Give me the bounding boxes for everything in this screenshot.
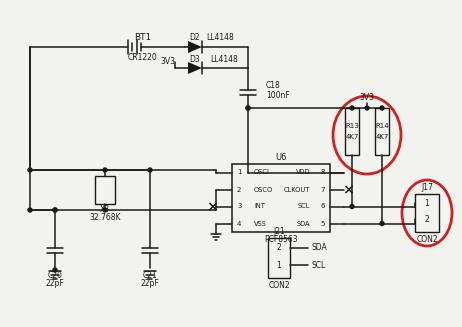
Text: 22pF: 22pF — [46, 280, 64, 288]
Text: CON2: CON2 — [416, 234, 438, 244]
Text: J21: J21 — [273, 227, 285, 235]
Text: 8: 8 — [321, 169, 325, 176]
Text: 4K7: 4K7 — [375, 134, 389, 140]
Text: R14: R14 — [375, 123, 389, 129]
Text: 4K7: 4K7 — [345, 134, 359, 140]
Text: C20: C20 — [48, 271, 62, 281]
Circle shape — [148, 168, 152, 172]
Text: 100nF: 100nF — [266, 91, 290, 99]
Circle shape — [350, 106, 354, 110]
Polygon shape — [188, 62, 202, 74]
Text: 1: 1 — [277, 261, 281, 269]
Text: U6: U6 — [275, 152, 287, 162]
Text: BT1: BT1 — [134, 33, 152, 43]
Polygon shape — [188, 41, 202, 53]
Circle shape — [380, 221, 384, 226]
Text: SDA: SDA — [312, 244, 328, 252]
Text: 3: 3 — [237, 203, 242, 210]
Text: SCL: SCL — [312, 261, 326, 269]
Bar — [268, 238, 290, 278]
Circle shape — [53, 208, 57, 212]
Circle shape — [365, 106, 369, 110]
Circle shape — [53, 268, 57, 272]
Text: X3: X3 — [100, 205, 110, 215]
Text: SDA: SDA — [297, 220, 310, 227]
Circle shape — [103, 208, 107, 212]
Text: 1: 1 — [425, 198, 429, 208]
Text: 3V3: 3V3 — [359, 94, 375, 102]
Text: LL4148: LL4148 — [210, 56, 238, 64]
Text: 2: 2 — [425, 215, 429, 223]
Circle shape — [28, 168, 32, 172]
Text: CLKOUT: CLKOUT — [284, 186, 310, 193]
Text: VSS: VSS — [254, 220, 267, 227]
Text: OSCO: OSCO — [254, 186, 273, 193]
Text: C21: C21 — [143, 271, 158, 281]
Circle shape — [350, 204, 354, 209]
Circle shape — [380, 106, 384, 110]
Text: CR1220: CR1220 — [128, 53, 158, 61]
Circle shape — [53, 208, 57, 212]
Text: PCF8563: PCF8563 — [264, 235, 298, 245]
Circle shape — [28, 208, 32, 212]
Text: SCL: SCL — [298, 203, 310, 210]
Text: 5: 5 — [321, 220, 325, 227]
Text: 3V3: 3V3 — [160, 57, 176, 65]
Text: 6: 6 — [321, 203, 325, 210]
Text: CON2: CON2 — [268, 281, 290, 289]
Bar — [345, 108, 359, 155]
Text: R13: R13 — [345, 123, 359, 129]
Text: LL4148: LL4148 — [206, 33, 234, 43]
Bar — [415, 194, 439, 232]
Text: 32.768K: 32.768K — [89, 214, 121, 222]
Text: J17: J17 — [421, 183, 433, 193]
Bar — [232, 164, 330, 232]
Text: 1: 1 — [237, 169, 242, 176]
Text: D3: D3 — [189, 56, 201, 64]
Text: OSCI: OSCI — [254, 169, 270, 176]
Circle shape — [246, 106, 250, 110]
Text: 7: 7 — [321, 186, 325, 193]
Text: INT: INT — [254, 203, 265, 210]
Bar — [375, 108, 389, 155]
Circle shape — [246, 106, 250, 110]
Text: D2: D2 — [190, 33, 201, 43]
Text: 22pF: 22pF — [140, 280, 159, 288]
Text: C18: C18 — [266, 81, 281, 91]
Text: 4: 4 — [237, 220, 241, 227]
Text: 2: 2 — [237, 186, 241, 193]
Bar — [95, 176, 115, 204]
Text: 2: 2 — [277, 244, 281, 252]
Text: VDD: VDD — [296, 169, 310, 176]
Circle shape — [103, 168, 107, 172]
